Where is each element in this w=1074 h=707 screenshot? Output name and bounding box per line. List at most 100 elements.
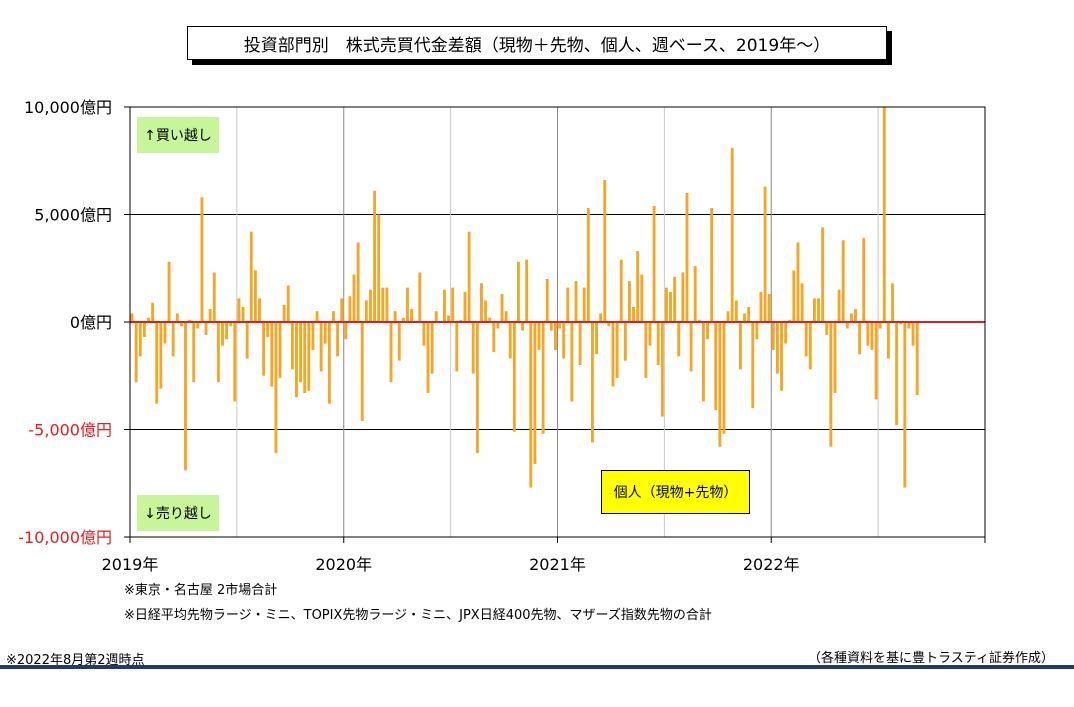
bar: [545, 279, 549, 322]
bar: [854, 309, 857, 322]
bar: [282, 304, 286, 322]
bar: [899, 322, 903, 325]
bar: [566, 287, 570, 322]
bar: [866, 322, 870, 346]
bar: [221, 322, 224, 346]
bar: [771, 322, 775, 350]
bar: [858, 322, 862, 355]
bar: [603, 180, 607, 322]
bar: [628, 281, 631, 322]
bar: [134, 322, 138, 383]
bar: [204, 322, 208, 335]
bar: [253, 270, 257, 322]
bar: [471, 322, 475, 374]
bar: [525, 259, 529, 322]
bar: [307, 322, 311, 391]
bar: [159, 322, 163, 389]
bar: [829, 322, 833, 447]
bar: [673, 276, 677, 322]
bar: [237, 298, 241, 322]
bar: [615, 322, 619, 378]
bar: [734, 300, 738, 322]
bar: [434, 311, 438, 322]
bar: [163, 322, 167, 344]
bar: [447, 315, 451, 322]
x-tick-label: 2019年: [102, 555, 159, 574]
bar: [295, 322, 298, 398]
bar: [780, 322, 783, 391]
bar: [689, 322, 693, 372]
bar: [792, 270, 796, 322]
bar: [138, 322, 142, 357]
bar: [422, 322, 426, 346]
bar: [451, 287, 455, 322]
bar: [332, 311, 335, 322]
bar: [759, 291, 763, 322]
bar: [804, 322, 808, 357]
bar: [636, 251, 640, 322]
bar: [303, 322, 307, 393]
bar: [389, 322, 393, 383]
bar: [619, 259, 623, 322]
bar: [595, 322, 598, 355]
bar: [401, 317, 405, 322]
bar: [488, 317, 492, 322]
bar: [693, 266, 697, 322]
bar: [722, 322, 726, 434]
bar: [623, 322, 627, 361]
bar: [179, 322, 183, 327]
bar: [907, 322, 911, 329]
bar: [299, 322, 303, 383]
bar: [319, 322, 323, 372]
bar: [886, 322, 890, 359]
bar: [344, 322, 348, 340]
bar: [459, 319, 463, 322]
bar: [340, 298, 344, 322]
note-futures: ※日経平均先物ラージ・ミニ、TOPIX先物ラージ・ミニ、JPX日経400先物、マ…: [124, 608, 712, 623]
bar: [903, 322, 907, 488]
bar: [730, 147, 734, 322]
bar: [192, 322, 196, 383]
bar: [784, 322, 788, 344]
bar: [911, 322, 915, 346]
bar: [718, 322, 722, 447]
bar: [558, 322, 561, 329]
bar: [216, 322, 220, 383]
bar: [286, 285, 290, 322]
bar: [599, 313, 603, 322]
bar: [878, 322, 882, 329]
bar: [229, 322, 233, 327]
bar: [669, 291, 672, 322]
x-axis-ticks: 2019年 2020年 2021年 2022年: [102, 537, 986, 574]
bar: [541, 322, 545, 434]
note-source: （各種資料を基に豊トラスティ証券作成）: [808, 651, 1054, 666]
bar: [529, 322, 533, 488]
bar: [130, 313, 134, 322]
bars-group: [130, 107, 919, 488]
x-tick-label: 2020年: [315, 555, 372, 574]
bar: [788, 319, 792, 322]
x-tick-label: 2022年: [743, 555, 800, 574]
bar: [743, 313, 746, 322]
bar: [512, 322, 516, 432]
bar: [188, 319, 192, 322]
bar: [710, 208, 714, 322]
y-axis-ticks: 10,000億円 5,000億円 0億円 -5,000億円 -10,000億円: [18, 98, 130, 547]
bar: [245, 322, 249, 359]
bar: [443, 289, 446, 322]
bar: [578, 322, 582, 365]
bar: [356, 242, 360, 322]
bar: [475, 322, 479, 454]
bar: [200, 197, 204, 322]
y-tick-label: 5,000億円: [34, 206, 112, 225]
bottom-rule: [0, 665, 1074, 669]
bar: [870, 322, 874, 350]
bar: [208, 309, 212, 322]
bar: [184, 322, 187, 471]
bar: [825, 322, 829, 335]
bar: [373, 190, 377, 322]
bar: [738, 322, 742, 370]
bar: [656, 322, 660, 365]
bar: [701, 322, 705, 402]
